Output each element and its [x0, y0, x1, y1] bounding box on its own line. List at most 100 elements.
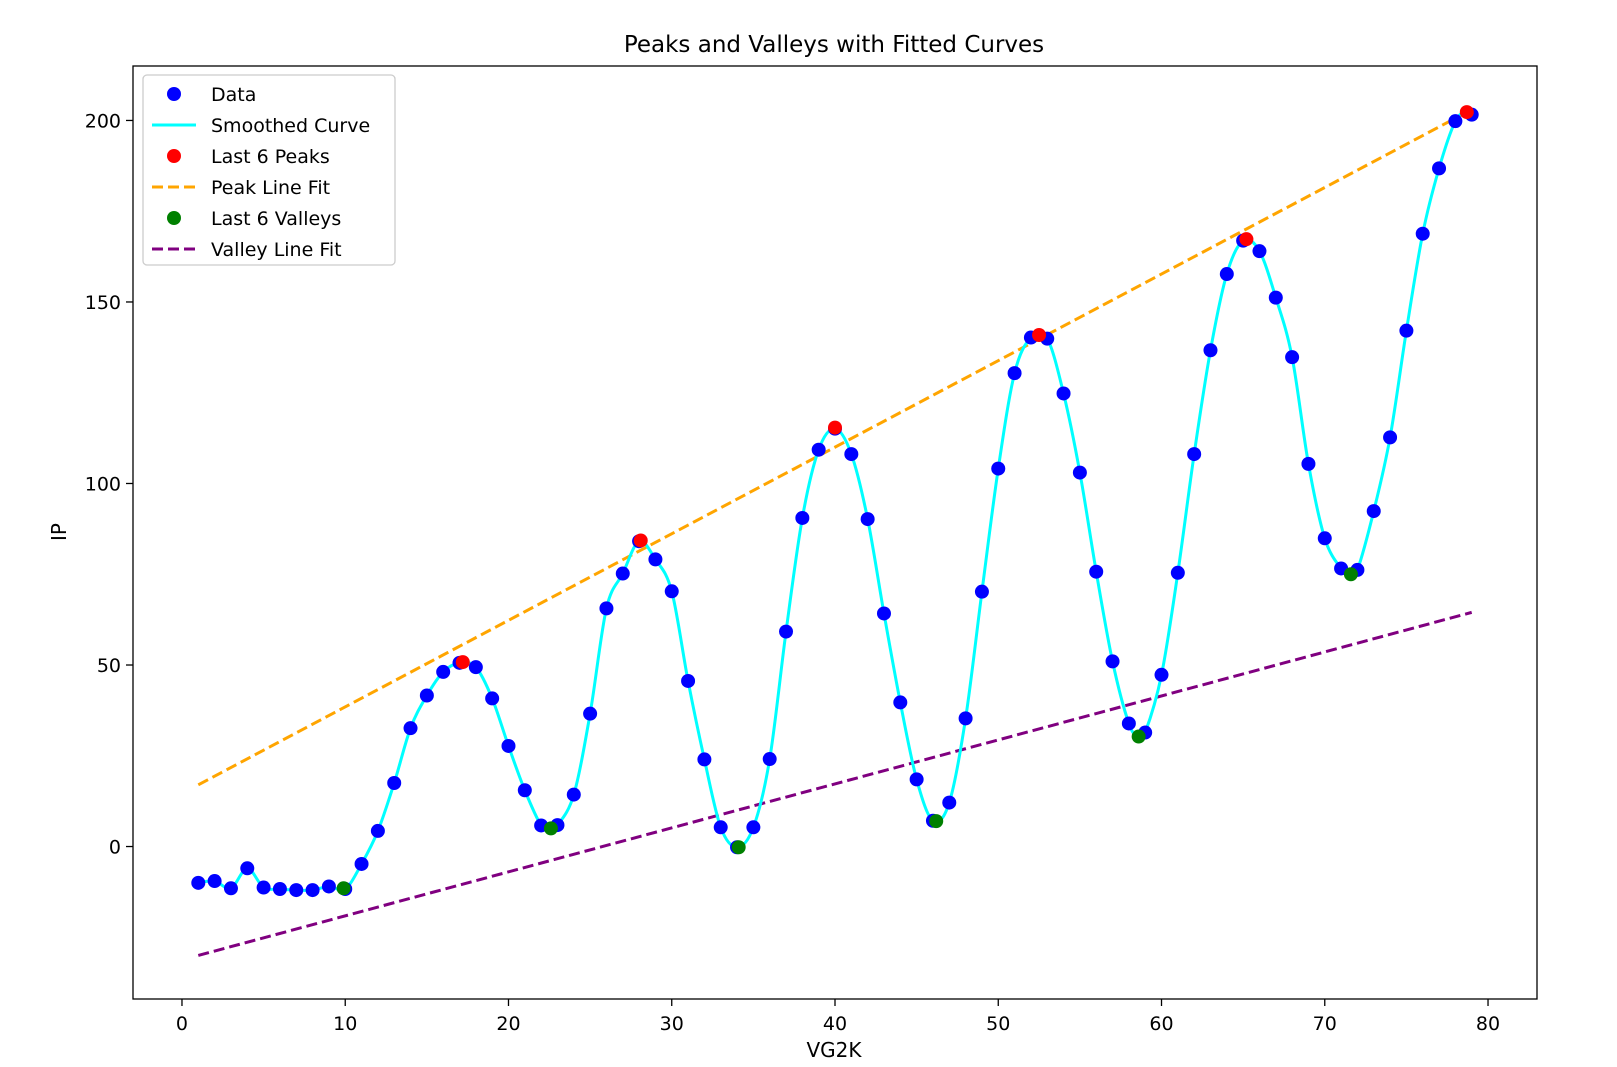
data-point [811, 442, 826, 457]
y-tick-label: 100 [85, 473, 121, 495]
data-point [909, 772, 924, 787]
data-point [615, 566, 630, 581]
legend-label: Last 6 Peaks [211, 146, 330, 168]
valley-point [543, 821, 558, 836]
data-point [1203, 343, 1218, 358]
legend-marker [167, 87, 181, 101]
x-tick-label: 60 [1149, 1013, 1173, 1035]
data-point [664, 584, 679, 599]
data-point [566, 787, 581, 802]
data-point [501, 738, 516, 753]
data-point [1089, 564, 1104, 579]
y-tick-label: 0 [109, 837, 121, 859]
data-point [1252, 244, 1267, 259]
data-point [974, 584, 989, 599]
legend-marker [167, 149, 181, 163]
data-point [1285, 350, 1300, 365]
x-tick-label: 80 [1476, 1013, 1500, 1035]
data-point [1268, 290, 1283, 305]
valley-point [1131, 729, 1146, 744]
data-point [893, 695, 908, 710]
peak-point [1459, 105, 1474, 120]
data-point [223, 881, 238, 896]
data-point [1448, 114, 1463, 129]
x-axis-ticks: 0 10 20 30 40 50 60 70 80 [176, 999, 1500, 1035]
data-point [942, 795, 957, 810]
data-point [779, 624, 794, 639]
data-point [1366, 504, 1381, 519]
data-point [648, 552, 663, 567]
data-point [436, 664, 451, 679]
data-point [419, 688, 434, 703]
data-point [240, 861, 255, 876]
data-point [1317, 531, 1332, 546]
y-axis-ticks: 0 50 100 150 200 [85, 110, 133, 859]
data-point [207, 874, 222, 889]
x-tick-label: 50 [986, 1013, 1010, 1035]
data-point [844, 447, 859, 462]
data-point [370, 823, 385, 838]
peak-line-fit [197, 108, 1473, 787]
data-point [1105, 654, 1120, 669]
legend-label: Data [211, 84, 256, 106]
x-tick-label: 20 [496, 1013, 520, 1035]
legend-marker [167, 211, 181, 225]
data-point [762, 752, 777, 767]
data-point [517, 783, 532, 798]
data-point [599, 601, 614, 616]
data-point [256, 880, 271, 895]
valley-point [929, 814, 944, 829]
data-point [354, 856, 369, 871]
y-tick-label: 150 [85, 292, 121, 314]
x-axis-label: VG2K [806, 1038, 862, 1062]
valley-markers-layer [336, 567, 1358, 896]
valley-point [731, 840, 746, 855]
y-tick-label: 50 [97, 655, 121, 677]
x-tick-label: 0 [176, 1013, 188, 1035]
data-point [991, 461, 1006, 476]
data-point [746, 820, 761, 835]
data-point [1007, 366, 1022, 381]
data-point [1432, 161, 1447, 176]
peak-point [1032, 328, 1047, 343]
data-point [583, 706, 598, 721]
data-point [697, 752, 712, 767]
data-point [1383, 430, 1398, 445]
x-tick-label: 30 [660, 1013, 684, 1035]
data-point [1056, 386, 1071, 401]
data-point [272, 882, 287, 897]
data-point [1415, 226, 1430, 241]
data-point [1072, 465, 1087, 480]
data-point [289, 883, 304, 898]
legend-label: Peak Line Fit [211, 177, 330, 199]
data-point [1154, 667, 1169, 682]
legend: Data Smoothed Curve Last 6 Peaks Peak Line … [142, 74, 396, 266]
peak-point [455, 655, 470, 670]
valley-point [336, 881, 351, 896]
data-point [1121, 716, 1136, 731]
legend-label: Last 6 Valleys [211, 208, 341, 230]
data-point [1399, 323, 1414, 338]
peak-markers-layer [455, 105, 1474, 670]
data-point [681, 673, 696, 688]
y-tick-label: 200 [85, 110, 121, 132]
valley-line-fit [197, 610, 1473, 957]
data-point [1301, 456, 1316, 471]
data-point [387, 775, 402, 790]
valley-point [1343, 567, 1358, 582]
data-point [468, 660, 483, 675]
y-axis-label: IP [47, 523, 71, 541]
data-point [191, 875, 206, 890]
peak-point [1239, 232, 1254, 247]
peak-point [828, 420, 842, 435]
data-point [1187, 447, 1202, 462]
data-point [305, 883, 320, 898]
data-point [321, 879, 336, 894]
data-point [958, 711, 973, 726]
x-tick-label: 10 [333, 1013, 357, 1035]
data-point [876, 606, 891, 621]
peak-point [633, 533, 648, 548]
legend-label: Valley Line Fit [211, 239, 342, 261]
chart-title: Peaks and Valleys with Fitted Curves [624, 32, 1044, 58]
fit-lines [197, 108, 1473, 957]
